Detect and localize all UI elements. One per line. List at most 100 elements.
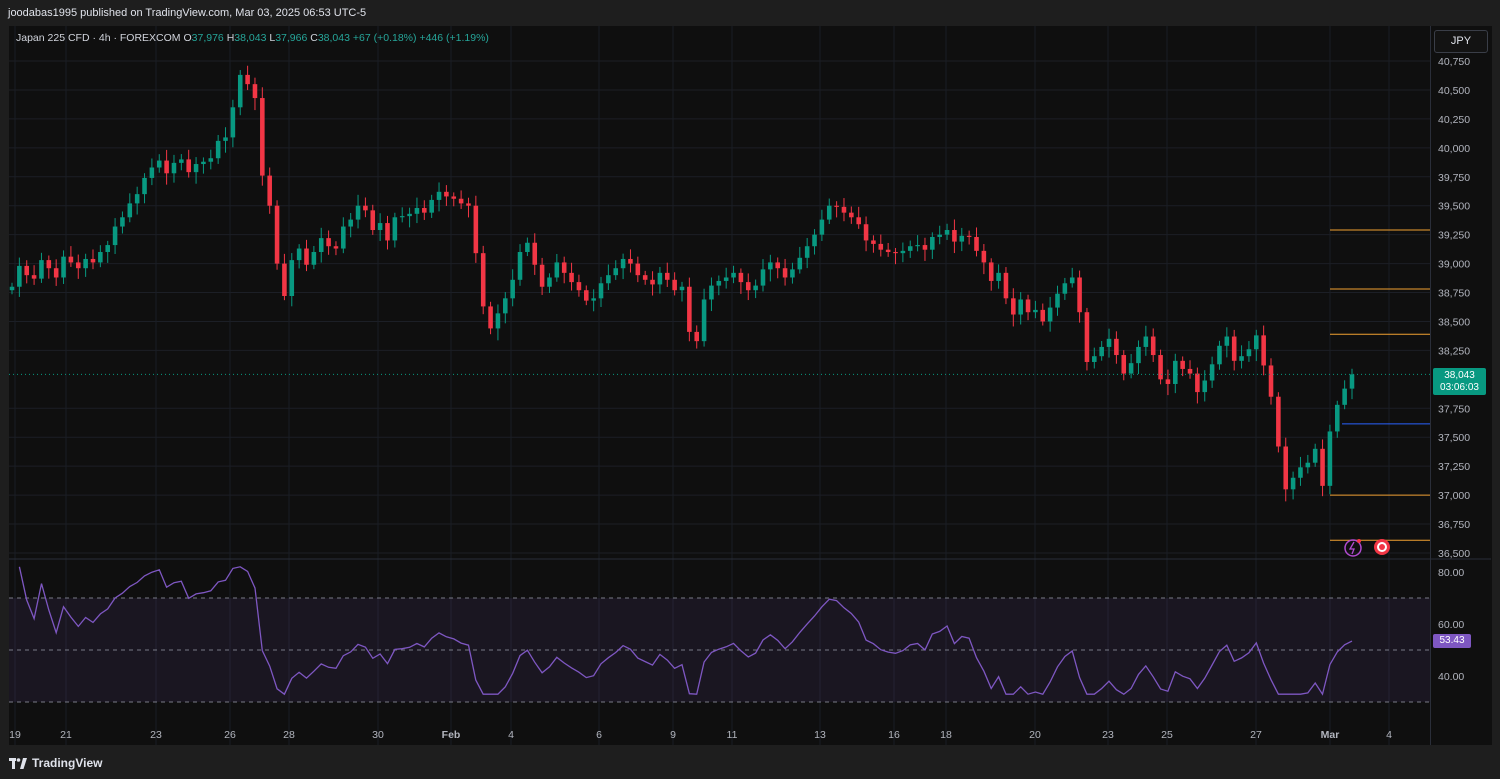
candle <box>1018 299 1023 315</box>
candle <box>156 160 162 168</box>
candle <box>201 161 206 165</box>
candle <box>363 205 368 211</box>
price-tick-label: 38,750 <box>1438 288 1470 300</box>
candle <box>1069 277 1075 284</box>
price-tick-label: 36,500 <box>1438 548 1470 560</box>
candle <box>377 223 383 231</box>
candle <box>922 245 928 250</box>
time-tick-label: 26 <box>224 729 236 741</box>
candle <box>304 248 309 265</box>
candle <box>296 248 302 261</box>
alert-dot-icon <box>1357 539 1361 543</box>
price-tick-label: 39,750 <box>1438 172 1470 184</box>
candle <box>39 260 44 279</box>
candle <box>1239 356 1244 361</box>
time-tick-label: 28 <box>283 729 295 741</box>
candle <box>1003 272 1009 299</box>
candle <box>1290 477 1296 490</box>
candle <box>679 286 685 291</box>
candle <box>1150 336 1156 356</box>
candle <box>981 250 987 263</box>
candle <box>966 235 972 237</box>
candle <box>856 217 861 225</box>
candle <box>495 313 501 329</box>
low-label: L <box>269 32 276 44</box>
open-value: 37,976 <box>191 32 224 44</box>
candle <box>355 205 361 220</box>
candle <box>318 238 324 253</box>
chart-area[interactable] <box>9 26 1430 745</box>
price-tick-label: 40,250 <box>1438 114 1470 126</box>
candle <box>473 205 479 254</box>
candle <box>385 223 390 241</box>
candle <box>650 279 655 285</box>
time-tick-label: 18 <box>940 729 952 741</box>
time-tick-label: 4 <box>1386 729 1392 741</box>
candle <box>988 262 994 281</box>
candle <box>664 272 670 280</box>
time-tick-label: 6 <box>596 729 602 741</box>
candle <box>812 234 817 247</box>
change-value: +67 (+0.18%) <box>352 32 417 44</box>
candle <box>1114 338 1119 356</box>
candle <box>451 196 457 199</box>
candle <box>628 258 633 264</box>
price-tick-label: 37,250 <box>1438 461 1470 473</box>
candle <box>1055 293 1060 308</box>
rsi-value-label: 53.43 <box>1433 634 1471 648</box>
time-tick-label: 30 <box>372 729 384 741</box>
time-tick-label: Mar <box>1321 729 1340 741</box>
candle <box>1246 349 1252 357</box>
candle <box>1334 404 1340 432</box>
close-label: C <box>310 32 318 44</box>
candle <box>127 203 133 218</box>
candle <box>576 282 582 291</box>
candle <box>642 275 648 280</box>
candle <box>31 275 37 279</box>
candle <box>267 175 272 206</box>
candle <box>208 158 214 162</box>
price-tick-label: 40,000 <box>1438 143 1470 155</box>
candle <box>1121 355 1127 374</box>
candle <box>503 298 508 314</box>
candle <box>738 272 744 283</box>
candle <box>105 245 110 253</box>
symbol-name[interactable]: Japan 225 CFD · 4h · FOREXCOM <box>16 32 181 44</box>
candle <box>569 272 574 283</box>
price-tick-label: 38,500 <box>1438 316 1470 328</box>
candle <box>745 282 751 291</box>
candle <box>1224 336 1230 346</box>
candle <box>753 285 758 291</box>
candle <box>193 164 199 173</box>
candle <box>488 306 493 329</box>
candle <box>915 245 920 247</box>
currency-button[interactable]: JPY <box>1434 30 1488 53</box>
candle <box>885 249 891 253</box>
candle <box>790 269 795 278</box>
candle <box>694 331 700 342</box>
time-tick-label: 9 <box>670 729 676 741</box>
candle <box>613 268 619 276</box>
candle <box>1099 346 1104 357</box>
price-tick-label: 37,000 <box>1438 490 1470 502</box>
candle <box>841 206 847 213</box>
candle <box>525 242 530 253</box>
time-tick-label: 27 <box>1250 729 1262 741</box>
rsi-tick-label: 60.00 <box>1438 619 1464 631</box>
candle <box>142 177 147 195</box>
price-tick-label: 37,750 <box>1438 403 1470 415</box>
tradingview-logo[interactable]: TradingView <box>9 756 102 770</box>
price-tick-label: 38,250 <box>1438 345 1470 357</box>
high-label: H <box>226 32 235 44</box>
candle <box>53 268 59 278</box>
candle <box>1143 336 1149 347</box>
candle <box>768 262 773 270</box>
candle <box>871 240 876 244</box>
candle <box>83 258 88 269</box>
candle <box>760 269 766 286</box>
candle <box>797 257 803 270</box>
price-tick-label: 40,750 <box>1438 56 1470 68</box>
time-tick-label: 20 <box>1029 729 1041 741</box>
candle <box>1254 335 1259 350</box>
